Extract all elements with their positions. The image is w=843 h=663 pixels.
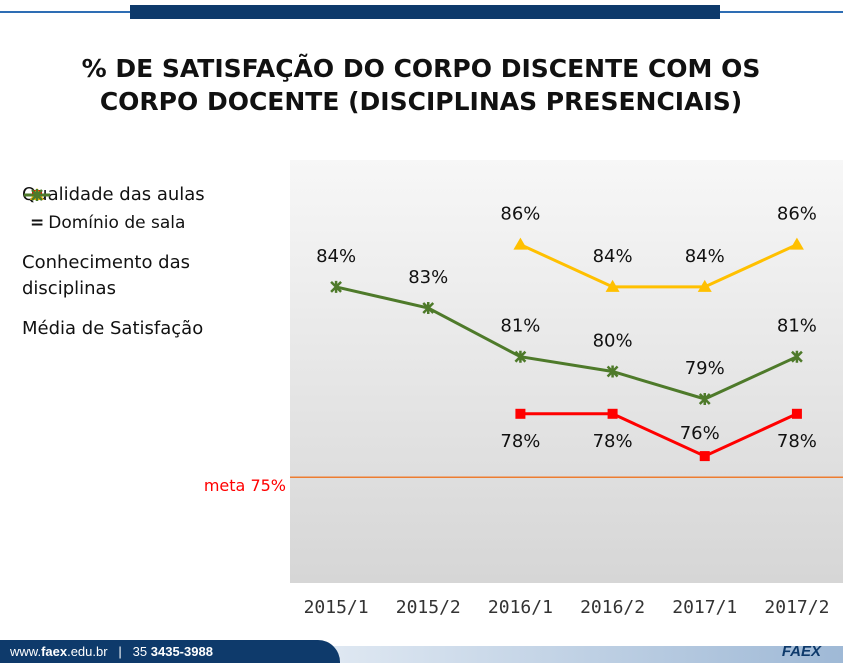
phone: 3435-3988 bbox=[150, 644, 213, 659]
legend-item: Média de Satisfação bbox=[22, 189, 272, 342]
marker bbox=[514, 350, 527, 363]
x-tick-label: 2016/1 bbox=[488, 597, 553, 618]
site: www. bbox=[10, 644, 42, 659]
data-label: 78% bbox=[500, 431, 540, 452]
site: faex bbox=[41, 644, 68, 659]
data-label: 86% bbox=[777, 204, 817, 225]
marker bbox=[791, 350, 803, 363]
chart-title: % DE SATISFAÇÃO DO CORPO DISCENTE COM OS bbox=[82, 54, 761, 83]
legend-note: = bbox=[30, 213, 45, 233]
marker bbox=[605, 279, 620, 292]
x-tick-label: 2015/2 bbox=[396, 597, 461, 618]
site: .edu.br bbox=[67, 644, 108, 659]
data-label: 84% bbox=[316, 246, 356, 267]
plot: meta 75% 2015/1 2015/2 2016/1 2016/2 2017/1 20… bbox=[204, 204, 843, 618]
marker bbox=[698, 392, 711, 405]
marker bbox=[330, 280, 342, 293]
data-label: 84% bbox=[593, 246, 633, 267]
marker bbox=[699, 451, 710, 462]
legend-item: Conhecimento das disciplinas bbox=[22, 188, 272, 302]
x-tick-label: 2017/2 bbox=[764, 597, 829, 618]
data-label: 81% bbox=[777, 316, 817, 337]
footer: www.faex.edu.br | 35 3435-3988 FAEX bbox=[0, 640, 843, 663]
plot-area bbox=[290, 160, 843, 583]
phone: 35 bbox=[132, 644, 148, 659]
legend-note: = Domínio de sala bbox=[30, 210, 272, 236]
separator: | bbox=[118, 644, 122, 659]
marker bbox=[515, 408, 526, 419]
data-label: 84% bbox=[685, 246, 725, 267]
marker bbox=[513, 237, 528, 250]
data-label: 78% bbox=[777, 431, 817, 452]
legend: Qualidade das aulas = Domínio de sala Conhe… bbox=[22, 182, 272, 356]
marker bbox=[422, 302, 435, 315]
marker bbox=[31, 189, 43, 201]
marker bbox=[607, 408, 618, 419]
marker bbox=[606, 365, 619, 378]
marker bbox=[791, 408, 802, 419]
footer-band bbox=[330, 646, 843, 663]
data-label: 78% bbox=[593, 431, 633, 452]
x-tick-label: 2016/2 bbox=[580, 597, 645, 618]
logo: FAEX bbox=[781, 643, 821, 660]
legend-note: Domínio de sala bbox=[48, 213, 186, 233]
legend-label: Qualidade das aulas bbox=[22, 184, 205, 205]
legend-label: Média de Satisfação bbox=[22, 318, 204, 339]
data-label: 83% bbox=[408, 267, 448, 288]
data-label: 76% bbox=[680, 423, 720, 444]
series-line bbox=[520, 412, 798, 458]
data-label: 86% bbox=[500, 204, 540, 225]
series-line bbox=[519, 243, 798, 289]
chart: % DE SATISFAÇÃO DO CORPO DISCENTE COM OS… bbox=[0, 5, 843, 618]
x-tick-label: 2015/1 bbox=[304, 597, 369, 618]
marker bbox=[697, 279, 712, 292]
marker bbox=[789, 237, 804, 250]
top-bar bbox=[130, 5, 720, 19]
data-label: 81% bbox=[500, 316, 540, 337]
series-line bbox=[335, 285, 798, 401]
data-label: 79% bbox=[685, 358, 725, 379]
legend-symbol bbox=[24, 189, 50, 201]
footer-contact: www.faex.edu.br | 35 3435-3988 bbox=[0, 640, 340, 663]
legend-item: Qualidade das aulas bbox=[22, 182, 272, 208]
reference-label: meta 75% bbox=[204, 476, 286, 495]
data-label: 80% bbox=[593, 331, 633, 352]
x-tick-label: 2017/1 bbox=[672, 597, 737, 618]
legend-label: Conhecimento das disciplinas bbox=[22, 252, 191, 299]
chart-title: CORPO DOCENTE (DISCIPLINAS PRESENCIAIS) bbox=[100, 87, 742, 116]
